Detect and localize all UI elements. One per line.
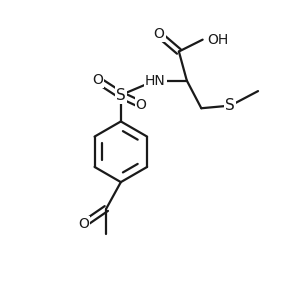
Text: S: S (116, 88, 126, 103)
Text: O: O (92, 73, 103, 87)
Text: O: O (78, 217, 89, 231)
Text: O: O (136, 98, 147, 112)
Text: S: S (225, 98, 235, 113)
Text: OH: OH (207, 33, 229, 47)
Text: O: O (154, 27, 164, 41)
Text: HN: HN (145, 74, 166, 88)
